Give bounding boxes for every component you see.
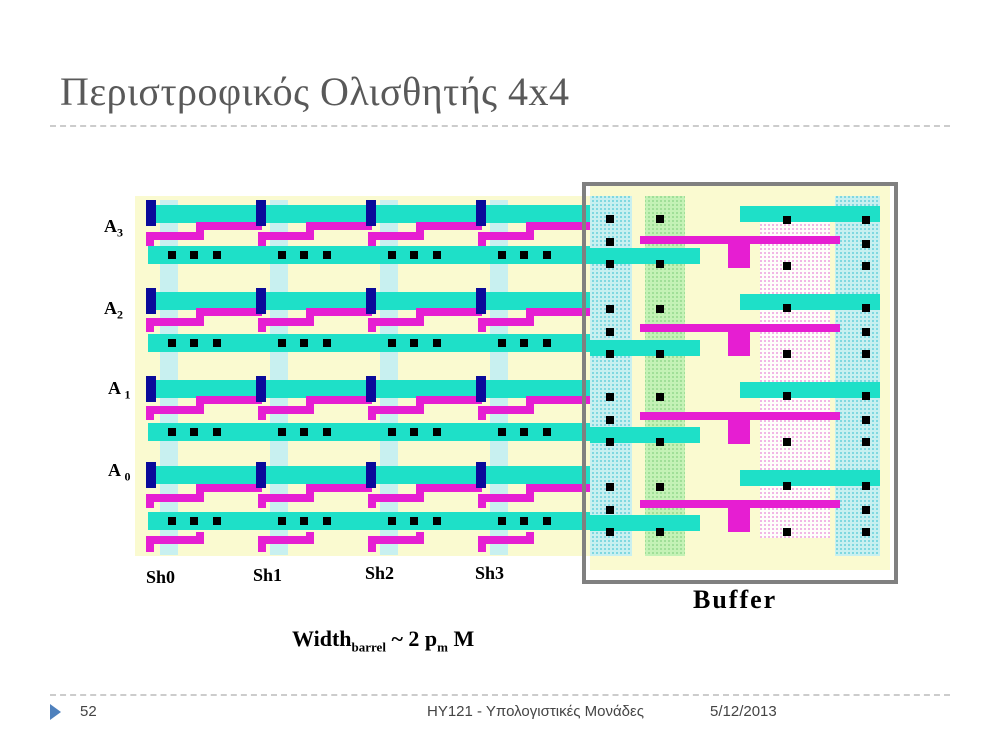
poly-staircases <box>146 222 590 552</box>
input-label-a1: A 1 <box>108 378 131 402</box>
input-label-a3: A3 <box>104 216 123 240</box>
footer-divider <box>50 694 950 696</box>
buffer-dotted-pink <box>760 218 830 538</box>
buffer-gates <box>640 236 840 532</box>
page-number: 52 <box>80 703 97 720</box>
metal-vias <box>146 200 486 488</box>
input-label-a2: A2 <box>104 298 123 322</box>
buffer-frame <box>582 182 898 584</box>
course-name: ΗΥ121 - Υπολογιστικές Μονάδες <box>427 703 644 720</box>
shift-label-sh3: Sh3 <box>475 563 505 583</box>
shift-label-sh0: Sh0 <box>146 567 176 587</box>
bullet-triangle-icon <box>50 704 61 720</box>
buffer-dotted-right <box>835 196 880 556</box>
slide-date: 5/12/2013 <box>710 703 777 720</box>
shift-label-sh2: Sh2 <box>365 563 395 583</box>
slide-title: Περιστροφικός Ολισθητής 4x4 <box>60 69 570 114</box>
buffer-label: Buffer <box>693 585 778 614</box>
width-formula: Widthbarrel ~ 2 pm M <box>292 626 475 655</box>
input-label-a0: A 0 <box>108 460 131 484</box>
shift-label-sh1: Sh1 <box>253 565 283 585</box>
title-divider <box>50 125 950 127</box>
